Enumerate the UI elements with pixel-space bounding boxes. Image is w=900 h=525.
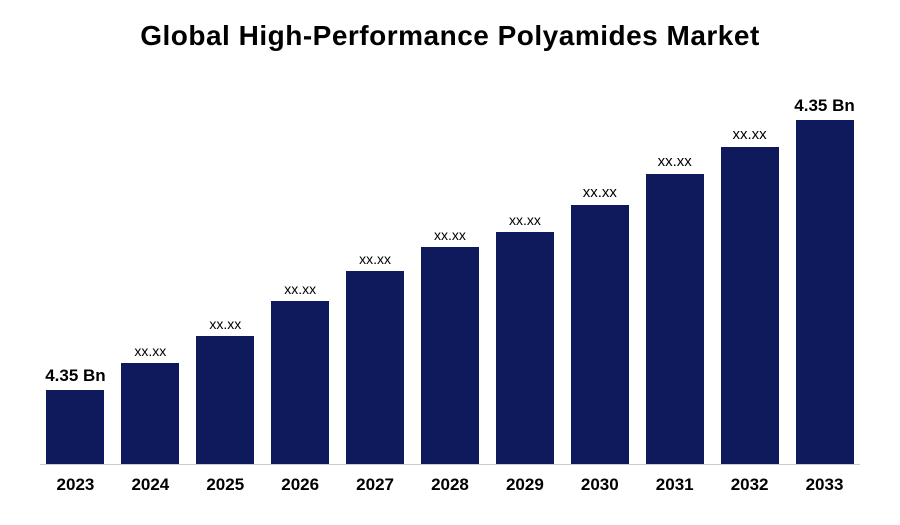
bar-group: xx.xx (644, 77, 705, 464)
bar-value-label: xx.xx (359, 251, 391, 267)
bar-value-label: xx.xx (733, 126, 767, 143)
bar (496, 232, 554, 464)
bar-group: xx.xx (345, 77, 406, 464)
x-axis-label: 2024 (120, 475, 181, 495)
bar-value-label: xx.xx (209, 316, 241, 332)
bars-container: 4.35 Bn xx.xx xx.xx xx.xx xx.xx xx.xx xx… (40, 77, 860, 465)
bar (421, 247, 479, 464)
chart-title: Global High-Performance Polyamides Marke… (40, 20, 860, 52)
bar-value-label: xx.xx (658, 153, 692, 170)
bar-group: xx.xx (569, 77, 630, 464)
x-axis-label: 2025 (195, 475, 256, 495)
bar-value-label: xx.xx (134, 343, 166, 359)
bar-group: xx.xx (120, 77, 181, 464)
bar-group: 4.35 Bn (45, 77, 106, 464)
bar (46, 390, 104, 464)
bar (196, 336, 254, 464)
x-axis-label: 2027 (345, 475, 406, 495)
bar-value-label: xx.xx (509, 212, 541, 228)
x-axis-label: 2033 (794, 475, 855, 495)
bar-value-label: xx.xx (434, 227, 466, 243)
bar (646, 174, 704, 464)
bar (121, 363, 179, 464)
bar (346, 271, 404, 465)
x-axis-label: 2028 (420, 475, 481, 495)
bar-group: xx.xx (494, 77, 555, 464)
bar (271, 301, 329, 464)
bar-group: xx.xx (270, 77, 331, 464)
x-axis-label: 2023 (45, 475, 106, 495)
x-axis-label: 2029 (494, 475, 555, 495)
chart-area: 4.35 Bn xx.xx xx.xx xx.xx xx.xx xx.xx xx… (40, 77, 860, 495)
bar (796, 120, 854, 464)
bar-value-label: 4.35 Bn (794, 96, 854, 116)
bar-value-label: xx.xx (583, 184, 617, 201)
bar-group: 4.35 Bn (794, 77, 855, 464)
bar-group: xx.xx (719, 77, 780, 464)
bar-group: xx.xx (195, 77, 256, 464)
x-axis-label: 2031 (644, 475, 705, 495)
x-axis-label: 2026 (270, 475, 331, 495)
bar-group: xx.xx (420, 77, 481, 464)
bar-value-label: xx.xx (284, 281, 316, 297)
x-axis-label: 2030 (569, 475, 630, 495)
bar (571, 205, 629, 464)
x-axis: 2023 2024 2025 2026 2027 2028 2029 2030 … (40, 465, 860, 495)
bar (721, 147, 779, 464)
x-axis-label: 2032 (719, 475, 780, 495)
bar-value-label: 4.35 Bn (45, 366, 105, 386)
